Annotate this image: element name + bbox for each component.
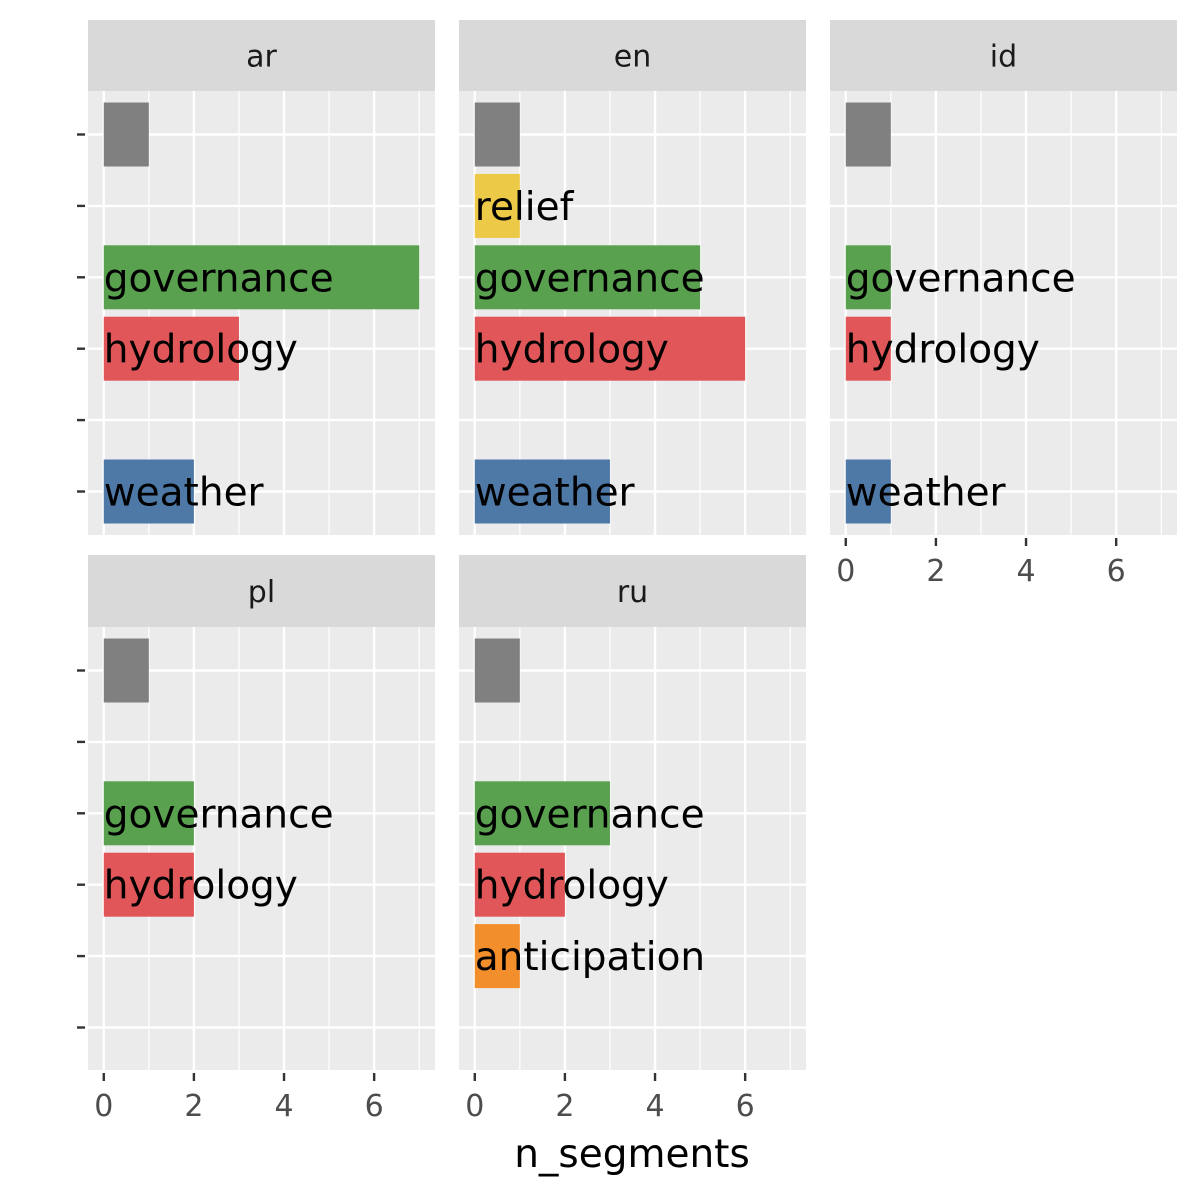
- bar-label: relief: [475, 185, 575, 230]
- bar-label: governance: [846, 256, 1076, 301]
- facet-panel-ru: ru governance hydrology anticipation 0 2 4 6: [459, 555, 806, 1124]
- x-tick-label: 6: [736, 1089, 755, 1124]
- bar-weather: [474, 459, 610, 524]
- x-tick-label: 0: [836, 554, 855, 589]
- facet-strip-label: id: [990, 40, 1017, 75]
- bar-weather: [845, 459, 891, 524]
- bar-hydrology: [474, 316, 746, 381]
- bar-uncategorized: [474, 102, 520, 167]
- facet-panel-pl: pl governance hydrology 0 2 4 6: [77, 555, 435, 1124]
- bar-label: weather: [104, 471, 265, 516]
- bar-uncategorized: [474, 638, 520, 703]
- facet-strip-label: ar: [246, 40, 277, 75]
- bar-governance: [845, 245, 891, 310]
- facet-panel-en: en relief governance hydrology weather: [459, 20, 806, 535]
- x-tick-label: 2: [184, 1089, 203, 1124]
- bar-label: anticipation: [475, 935, 705, 980]
- bar-label: governance: [475, 792, 705, 837]
- bar-governance: [103, 245, 420, 310]
- x-tick-label: 4: [645, 1089, 664, 1124]
- x-tick-label: 2: [926, 554, 945, 589]
- facet-strip: [88, 555, 435, 627]
- bar-label: weather: [475, 471, 636, 516]
- bar-hydrology: [103, 852, 194, 917]
- x-tick-label: 4: [274, 1089, 293, 1124]
- x-tick-label: 2: [555, 1089, 574, 1124]
- facet-strip: [459, 555, 806, 627]
- bar-governance: [474, 245, 701, 310]
- bar-weather: [103, 459, 194, 524]
- bar-hydrology: [103, 316, 239, 381]
- x-tick-label: 4: [1016, 554, 1035, 589]
- facet-strip: [830, 20, 1177, 91]
- bar-label: hydrology: [104, 864, 298, 909]
- facet-strip-label: pl: [248, 575, 275, 610]
- bar-hydrology: [474, 852, 565, 917]
- bar-label: governance: [104, 792, 334, 837]
- bar-label: hydrology: [104, 328, 298, 373]
- bar-label: weather: [846, 471, 1007, 516]
- facet-panel-id: id governance hydrology weather 0 2 4 6: [830, 20, 1177, 589]
- bar-hydrology: [845, 316, 891, 381]
- facet-strip-label: ru: [617, 575, 648, 610]
- bar-label: hydrology: [475, 328, 669, 373]
- x-tick-label: 0: [465, 1089, 484, 1124]
- bar-uncategorized: [103, 638, 149, 703]
- bar-label: hydrology: [475, 864, 669, 909]
- bar-relief: [474, 173, 520, 238]
- bar-uncategorized: [103, 102, 149, 167]
- facet-strip: [459, 20, 806, 91]
- bar-label: governance: [104, 256, 334, 301]
- x-axis-title: n_segments: [514, 1132, 750, 1177]
- x-tick-label: 6: [1107, 554, 1126, 589]
- bar-anticipation: [474, 924, 520, 989]
- bar-governance: [474, 781, 610, 846]
- facet-panel-ar: ar governance hydrology weather: [77, 20, 435, 535]
- facet-strip-label: en: [614, 40, 651, 75]
- x-tick-label: 0: [94, 1089, 113, 1124]
- bar-label: hydrology: [846, 328, 1040, 373]
- x-tick-label: 6: [365, 1089, 384, 1124]
- bar-governance: [103, 781, 194, 846]
- bar-uncategorized: [845, 102, 891, 167]
- bar-label: governance: [475, 256, 705, 301]
- facet-strip: [88, 20, 435, 91]
